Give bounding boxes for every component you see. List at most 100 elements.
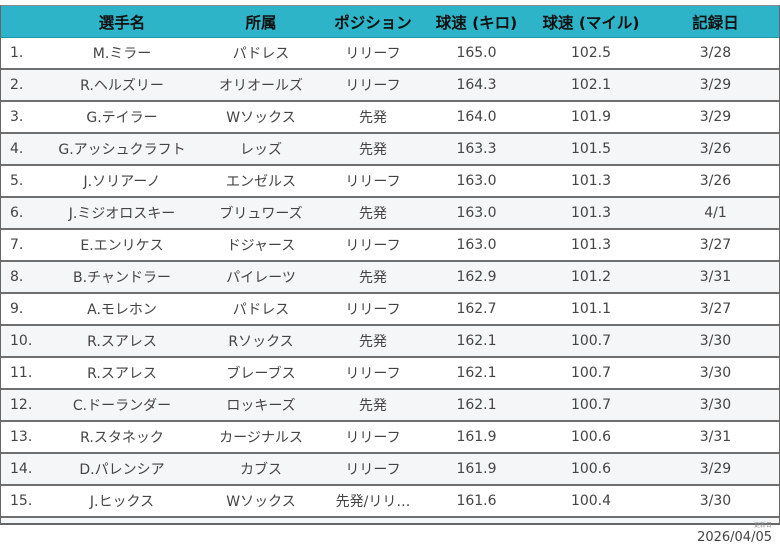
player-name: J.ミジオロスキー	[68, 206, 176, 222]
speed-mph: 101.2	[570, 269, 612, 285]
rank: 8.	[10, 269, 24, 285]
rank: 7.	[10, 237, 24, 253]
record-date: 3/30	[699, 365, 732, 381]
speed-kmh: 162.1	[456, 333, 497, 349]
table-row[interactable]: 4. G.アッシュクラフト レッズ 先発 163.3 101.5 3/26	[1, 134, 779, 166]
table-row[interactable]: 7. E.エンリケス ドジャース リリーフ 163.0 101.3 3/27	[1, 230, 779, 262]
team: パイレーツ	[226, 270, 296, 286]
team: ブレーブス	[226, 366, 296, 382]
speed-kmh: 164.0	[456, 109, 497, 125]
rank: 3.	[10, 109, 24, 125]
record-date: 3/28	[699, 45, 732, 61]
player-name: C.ドーランダー	[72, 398, 172, 414]
position: 先発	[359, 206, 387, 222]
table-row[interactable]: 11. R.スアレス ブレーブス リリーフ 162.1 100.7 3/30	[1, 358, 779, 390]
record-date: 3/30	[699, 493, 732, 509]
speed-mph: 101.1	[570, 301, 612, 317]
speed-kmh: 163.0	[456, 237, 497, 253]
player-name: A.モレホン	[87, 302, 157, 318]
speed-mph: 101.3	[570, 173, 612, 189]
rank: 9.	[10, 301, 24, 317]
table-row[interactable]: 10. R.スアレス Rソックス 先発 162.1 100.7 3/30	[1, 326, 779, 358]
position: 先発	[359, 142, 387, 158]
updated-label: 更新日	[753, 522, 772, 529]
table-row[interactable]: 12. C.ドーランダー ロッキーズ 先発 162.1 100.7 3/30	[1, 390, 779, 422]
team: Rソックス	[228, 334, 294, 350]
rank: 15.	[10, 493, 33, 509]
speed-kmh: 161.6	[456, 493, 497, 509]
player-name: B.チャンドラー	[73, 270, 171, 286]
header-speed-kmh[interactable]: 球速 (キロ)	[435, 13, 518, 32]
position: 先発	[359, 270, 387, 286]
header-record-date[interactable]: 記録日	[692, 13, 739, 32]
table-row[interactable]: 9. A.モレホン パドレス リリーフ 162.7 101.1 3/27	[1, 294, 779, 326]
speed-mph: 100.4	[570, 493, 612, 509]
team: ロッキーズ	[226, 398, 296, 414]
speed-mph: 101.3	[570, 205, 612, 221]
table-row[interactable]: 3. G.テイラー Wソックス 先発 164.0 101.9 3/29	[1, 102, 779, 134]
position: 先発	[359, 398, 387, 414]
record-date: 3/31	[699, 269, 732, 285]
speed-mph: 101.3	[570, 237, 612, 253]
team: ブリュワーズ	[219, 206, 303, 222]
table-row[interactable]: 2. R.ヘルズリー オリオールズ リリーフ 164.3 102.1 3/29	[1, 70, 779, 102]
speed-kmh: 162.1	[456, 397, 497, 413]
speed-kmh: 165.0	[456, 45, 497, 61]
record-date: 4/1	[704, 205, 727, 221]
player-name: J.ソリアーノ	[83, 174, 161, 190]
rank: 14.	[10, 461, 33, 477]
team: レッズ	[240, 142, 282, 158]
rank: 10.	[10, 333, 33, 349]
speed-kmh: 162.1	[456, 365, 497, 381]
record-date: 3/29	[699, 109, 732, 125]
team: エンゼルス	[226, 174, 296, 190]
speed-mph: 100.7	[570, 365, 612, 381]
record-date: 3/30	[699, 397, 732, 413]
rank: 6.	[10, 205, 24, 221]
record-date: 3/29	[699, 461, 732, 477]
position: 先発/リリ…	[335, 494, 411, 510]
speed-kmh: 163.3	[456, 141, 497, 157]
speed-kmh: 161.9	[456, 429, 497, 445]
table-row[interactable]: 14. D.パレンシア カブス リリーフ 161.9 100.6 3/29	[1, 454, 779, 486]
speed-mph: 101.5	[570, 141, 612, 157]
speed-kmh: 161.9	[456, 461, 497, 477]
record-date: 3/29	[699, 77, 732, 93]
header-team[interactable]: 所属	[245, 13, 277, 32]
speed-mph: 102.1	[570, 77, 612, 93]
player-name: J.ヒックス	[89, 494, 155, 510]
table-row[interactable]: 13. R.スタネック カージナルス リリーフ 161.9 100.6 3/31	[1, 422, 779, 454]
record-date: 3/27	[699, 237, 732, 253]
table-row[interactable]: 8. B.チャンドラー パイレーツ 先発 162.9 101.2 3/31	[1, 262, 779, 294]
table-row[interactable]: 15. J.ヒックス Wソックス 先発/リリ… 161.6 100.4 3/30	[1, 486, 779, 518]
team: オリオールズ	[219, 78, 303, 94]
team: カブス	[240, 462, 282, 478]
position: リリーフ	[345, 462, 401, 478]
record-date: 3/31	[699, 429, 732, 445]
position: 先発	[359, 334, 387, 350]
position: リリーフ	[345, 302, 401, 318]
record-date: 3/30	[699, 333, 732, 349]
header-player-name[interactable]: 選手名	[98, 13, 146, 32]
player-name: E.エンリケス	[80, 238, 164, 254]
position: リリーフ	[345, 238, 401, 254]
speed-mph: 100.7	[570, 397, 612, 413]
player-name: R.スタネック	[80, 430, 164, 446]
record-date: 3/26	[699, 173, 732, 189]
rank: 1.	[10, 45, 24, 61]
player-name: G.テイラー	[86, 110, 158, 126]
header-speed-mph[interactable]: 球速 (マイル)	[542, 13, 640, 32]
table-row[interactable]: 1. M.ミラー パドレス リリーフ 165.0 102.5 3/28	[1, 38, 779, 70]
table-row[interactable]: 5. J.ソリアーノ エンゼルス リリーフ 163.0 101.3 3/26	[1, 166, 779, 198]
team: カージナルス	[219, 430, 303, 446]
table-bottom-filler	[1, 518, 779, 523]
player-name: G.アッシュクラフト	[58, 142, 186, 158]
speed-kmh: 164.3	[456, 77, 497, 93]
rank: 5.	[10, 173, 24, 189]
player-name: R.スアレス	[87, 334, 157, 350]
speed-mph: 101.9	[570, 109, 612, 125]
header-position[interactable]: ポジション	[334, 13, 412, 32]
record-date: 3/26	[699, 141, 732, 157]
table-row[interactable]: 6. J.ミジオロスキー ブリュワーズ 先発 163.0 101.3 4/1	[1, 198, 779, 230]
speed-kmh: 163.0	[456, 173, 497, 189]
